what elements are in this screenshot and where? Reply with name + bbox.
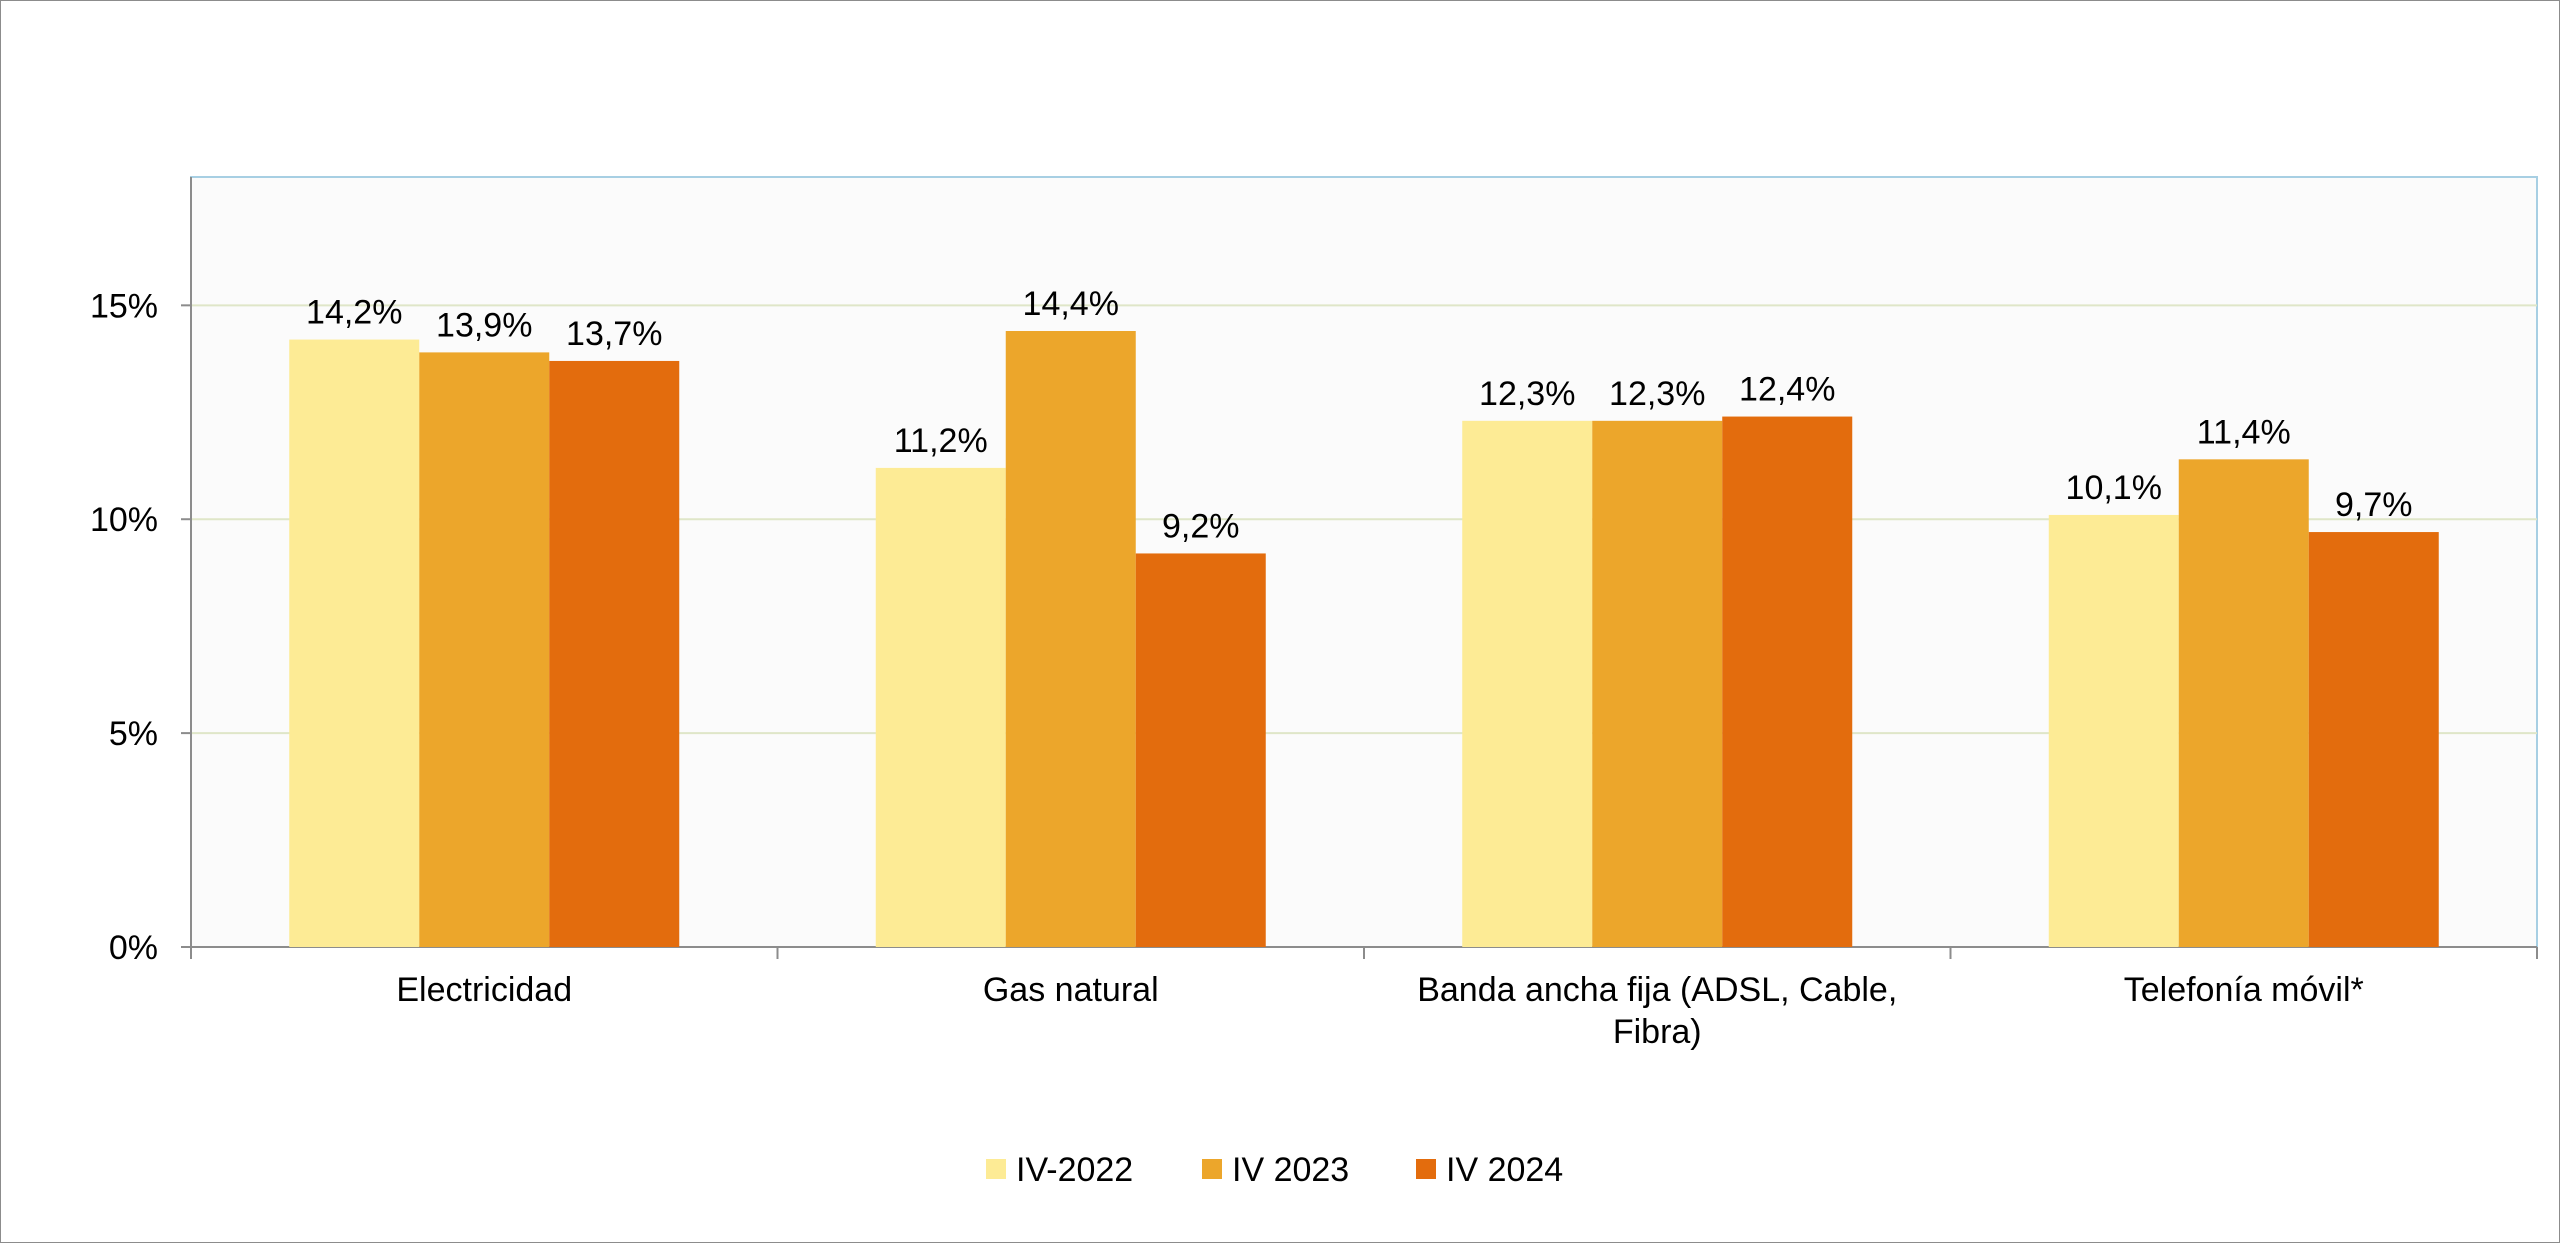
data-label: 13,7% (566, 315, 662, 353)
bar (875, 467, 1006, 947)
data-label: 10,1% (2066, 469, 2162, 507)
data-label: 12,3% (1609, 375, 1705, 413)
data-label: 12,4% (1739, 371, 1835, 409)
y-tick-label: 10% (90, 501, 158, 539)
y-tick-label: 15% (90, 287, 158, 325)
data-label: 9,7% (2335, 486, 2413, 524)
data-label: 11,4% (2197, 413, 2291, 451)
data-label: 14,2% (306, 294, 402, 332)
legend-label: IV 2023 (1232, 1151, 1349, 1189)
category-label: Fibra) (1613, 1013, 1702, 1051)
data-label: 12,3% (1479, 375, 1575, 413)
category-label: Banda ancha fija (ADSL, Cable, (1417, 971, 1897, 1009)
data-label: 14,4% (1023, 285, 1119, 323)
bar (1722, 416, 1853, 947)
data-label: 9,2% (1162, 507, 1240, 545)
category-label: Gas natural (983, 971, 1159, 1009)
category-label: Electricidad (396, 971, 572, 1009)
data-label: 11,2% (894, 422, 988, 460)
bar (1462, 420, 1593, 947)
legend-label: IV-2022 (1016, 1151, 1133, 1189)
bar (1005, 331, 1136, 947)
y-tick-label: 0% (109, 929, 158, 967)
legend-swatch (986, 1159, 1006, 1179)
legend-label: IV 2024 (1446, 1151, 1563, 1189)
bar (2178, 459, 2309, 947)
bar (2048, 514, 2179, 947)
bar (1135, 553, 1266, 947)
legend-swatch (1202, 1159, 1222, 1179)
bar (1592, 420, 1723, 947)
bar (549, 360, 680, 947)
bar (289, 339, 420, 947)
bar (419, 352, 550, 947)
data-label: 13,9% (436, 306, 532, 344)
y-tick-label: 5% (109, 715, 158, 753)
legend-swatch (1416, 1159, 1436, 1179)
bar (2308, 532, 2439, 947)
category-label: Telefonía móvil* (2124, 971, 2364, 1009)
